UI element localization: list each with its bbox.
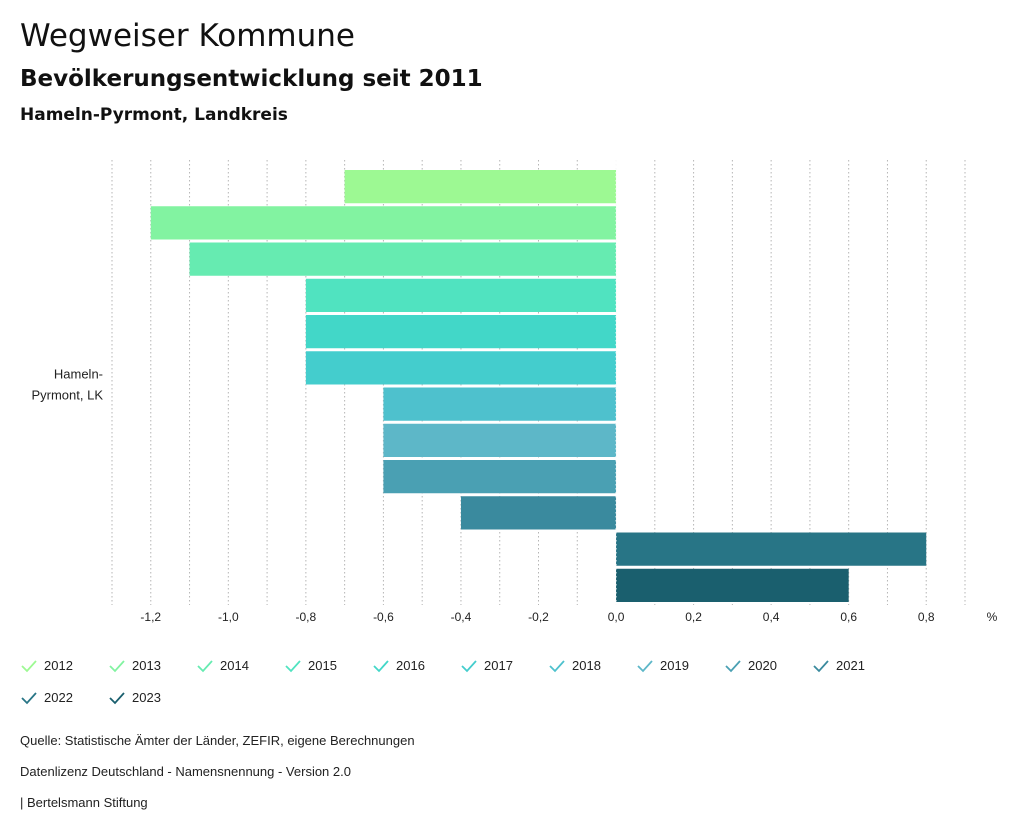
bar-2023 [616, 568, 849, 602]
legend-label: 2012 [44, 658, 73, 673]
legend-label: 2018 [572, 658, 601, 673]
bar-2021 [460, 496, 617, 530]
source-note: Quelle: Statistische Ämter der Länder, Z… [20, 733, 415, 748]
bar-2022 [616, 532, 927, 566]
check-icon [373, 659, 389, 672]
legend-label: 2017 [484, 658, 513, 673]
legend-label: 2023 [132, 690, 161, 705]
bar-2018 [383, 387, 617, 421]
tick-label: -1,0 [218, 610, 239, 624]
legend-item-2023[interactable]: 2023 [108, 690, 161, 705]
tick-labels: -1,2 -1,0 -0,8 -0,6 -0,4 -0,2 0,0 0,2 0,4 0,6 0,8% [140, 610, 997, 624]
legend-item-2012[interactable]: 2012 [20, 658, 73, 673]
legend-item-2020[interactable]: 2020 [724, 658, 777, 673]
bar-2013 [150, 206, 617, 240]
tick-label: 0,0 [608, 610, 625, 624]
bar-2017 [305, 351, 617, 385]
tick-label: -0,8 [296, 610, 317, 624]
legend-label: 2022 [44, 690, 73, 705]
check-icon [197, 659, 213, 672]
check-icon [109, 659, 125, 672]
check-icon [461, 659, 477, 672]
category-label: Hameln- Pyrmont, LK [31, 367, 103, 403]
legend-item-2017[interactable]: 2017 [460, 658, 513, 673]
brand-note: | Bertelsmann Stiftung [20, 795, 148, 810]
tick-label: 0,4 [763, 610, 780, 624]
chart-subtitle: Bevölkerungsentwicklung seit 2011 [20, 66, 483, 92]
legend-label: 2016 [396, 658, 425, 673]
page-title: Wegweiser Kommune [20, 18, 355, 54]
legend-label: 2013 [132, 658, 161, 673]
legend-label: 2015 [308, 658, 337, 673]
check-icon [725, 659, 741, 672]
tick-label: -0,2 [528, 610, 549, 624]
legend-item-2022[interactable]: 2022 [20, 690, 73, 705]
check-icon [637, 659, 653, 672]
check-icon [21, 659, 37, 672]
tick-label: 0,6 [840, 610, 857, 624]
bar-2020 [383, 460, 617, 494]
legend-label: 2020 [748, 658, 777, 673]
tick-label: -0,6 [373, 610, 394, 624]
legend-label: 2014 [220, 658, 249, 673]
legend-item-2013[interactable]: 2013 [108, 658, 161, 673]
region-name: Hameln-Pyrmont, Landkreis [20, 105, 288, 125]
license-note: Datenlizenz Deutschland - Namensnennung … [20, 764, 351, 779]
bars [150, 160, 927, 605]
tick-label: 0,2 [685, 610, 702, 624]
tick-label: -1,2 [140, 610, 161, 624]
unit-label: % [987, 610, 998, 624]
check-icon [549, 659, 565, 672]
check-icon [813, 659, 829, 672]
bar-2015 [305, 278, 617, 312]
category-label-line: Hameln- [54, 367, 103, 382]
tick-label: -0,4 [451, 610, 472, 624]
legend-label: 2021 [836, 658, 865, 673]
legend-item-2014[interactable]: 2014 [196, 658, 249, 673]
legend-item-2018[interactable]: 2018 [548, 658, 601, 673]
legend-item-2016[interactable]: 2016 [372, 658, 425, 673]
bar-chart: -1,2 -1,0 -0,8 -0,6 -0,4 -0,2 0,0 0,2 0,4 0,6 0,8%… [31, 160, 998, 624]
category-label-line: Pyrmont, LK [31, 388, 103, 403]
check-icon [109, 691, 125, 704]
check-icon [21, 691, 37, 704]
check-icon [285, 659, 301, 672]
bar-2014 [189, 242, 617, 276]
legend-item-2021[interactable]: 2021 [812, 658, 865, 673]
legend-label: 2019 [660, 658, 689, 673]
bar-2019 [383, 423, 617, 457]
legend-item-2015[interactable]: 2015 [284, 658, 337, 673]
tick-label: 0,8 [918, 610, 935, 624]
legend-item-2019[interactable]: 2019 [636, 658, 689, 673]
bar-2016 [305, 315, 617, 349]
bar-2012 [344, 170, 617, 204]
